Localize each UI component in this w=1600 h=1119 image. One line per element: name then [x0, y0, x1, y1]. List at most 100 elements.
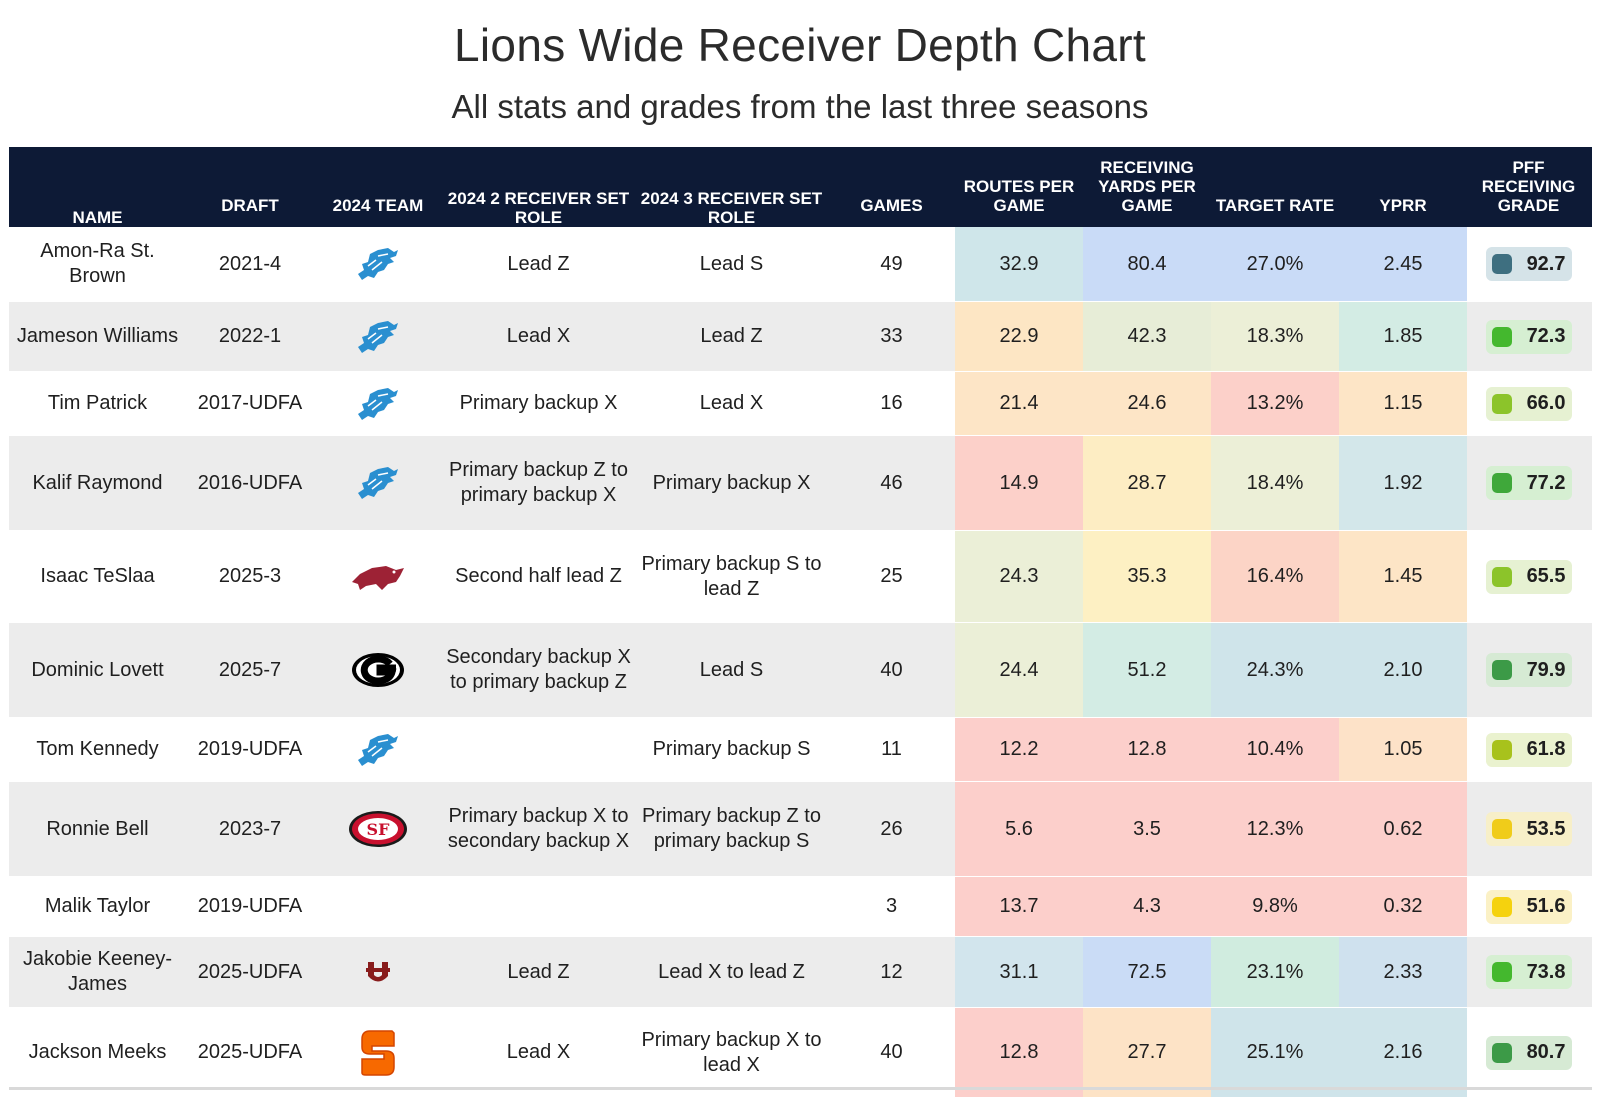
target-value: 24.3% [1211, 623, 1339, 717]
table-body: Amon-Ra St. Brown 2021-4 Lead Z Lead S 49 32.… [9, 227, 1592, 1098]
player-name: Malik Taylor [44, 895, 151, 917]
table-bottom-border [9, 1087, 1592, 1090]
yards-value: 12.8 [1083, 718, 1211, 781]
yprr-value: 0.32 [1339, 877, 1467, 936]
team-cell [314, 877, 442, 936]
team-cell [314, 937, 442, 1007]
role-3wr: Lead Z [700, 325, 763, 347]
target-value: 25.1% [1211, 1008, 1339, 1097]
table-row: Kalif Raymond 2016-UDFA Primary backup Z t… [9, 436, 1592, 531]
team-cell [314, 436, 442, 530]
target-value: 9.8% [1211, 877, 1339, 936]
lions-logo-icon [348, 307, 408, 367]
grade-color-swatch [1491, 896, 1512, 917]
yards-value: 51.2 [1083, 623, 1211, 717]
draft-value: 2022-1 [218, 325, 282, 347]
grade-value: 61.8 [1526, 738, 1566, 760]
syracuse-s-icon [348, 1023, 408, 1083]
grade-value: 77.2 [1526, 471, 1566, 494]
player-name: Ronnie Bell [46, 817, 149, 840]
grade-color-swatch [1491, 1042, 1512, 1063]
yprr-value: 1.15 [1339, 372, 1467, 435]
grade-value: 51.6 [1526, 895, 1566, 917]
yprr-value: 2.16 [1339, 1008, 1467, 1097]
games-value: 16 [880, 392, 903, 414]
grade-badge: 80.7 [1485, 1035, 1572, 1070]
routes-value: 13.7 [955, 877, 1083, 936]
role-2wr: Secondary backup X to primary backup Z [446, 646, 631, 693]
target-value: 18.3% [1211, 302, 1339, 371]
grade-color-swatch [1491, 566, 1512, 587]
draft-value: 2017-UDFA [197, 392, 303, 414]
header-grade: PFF RECEIVING GRADE [1481, 158, 1576, 215]
role-3wr: Lead S [699, 252, 764, 275]
grade-color-swatch [1491, 326, 1512, 347]
yards-value: 28.7 [1083, 436, 1211, 530]
target-value: 23.1% [1211, 937, 1339, 1007]
lions-logo-icon [348, 374, 408, 434]
grade-cell: 72.3 [1467, 302, 1590, 371]
routes-value: 14.9 [955, 436, 1083, 530]
grade-color-swatch [1491, 962, 1512, 982]
role-2wr: Lead X [506, 1041, 571, 1063]
yprr-value: 1.92 [1339, 436, 1467, 530]
team-cell [314, 623, 442, 717]
grade-value: 72.3 [1526, 325, 1566, 347]
table-row: Dominic Lovett 2025-7 Secondary backup X t… [9, 623, 1592, 718]
draft-value: 2025-3 [218, 565, 282, 587]
role-2wr: Lead X [506, 325, 571, 347]
role-3wr: Lead X [699, 392, 764, 414]
player-name: Tom Kennedy [36, 738, 159, 760]
yards-value: 35.3 [1083, 531, 1211, 622]
role-2wr [442, 718, 635, 781]
team-cell [314, 1008, 442, 1097]
lions-logo-icon [348, 234, 408, 294]
grade-cell: 73.8 [1467, 937, 1590, 1007]
yards-value: 72.5 [1083, 937, 1211, 1007]
role-3wr: Primary backup S [652, 738, 811, 760]
draft-value: 2025-UDFA [197, 1041, 303, 1063]
games-value: 49 [880, 252, 903, 275]
grade-value: 92.7 [1526, 252, 1566, 275]
page-title: Lions Wide Receiver Depth Chart [454, 19, 1146, 71]
draft-value: 2025-UDFA [197, 960, 303, 983]
role-2wr: Lead Z [507, 252, 570, 275]
games-value: 40 [880, 658, 903, 681]
depth-chart-table: NAME DRAFT 2024 TEAM 2024 2 RECEIVER SET… [9, 147, 1592, 1098]
grade-value: 79.9 [1526, 658, 1566, 681]
player-name: Jakobie Keeney-James [23, 948, 172, 995]
grade-badge: 61.8 [1485, 732, 1572, 767]
grade-cell: 61.8 [1467, 718, 1590, 781]
grade-color-swatch [1491, 739, 1512, 760]
target-value: 12.3% [1211, 782, 1339, 876]
yprr-value: 2.10 [1339, 623, 1467, 717]
routes-value: 24.4 [955, 623, 1083, 717]
grade-badge: 65.5 [1485, 559, 1572, 594]
games-value: 46 [880, 471, 903, 494]
grade-badge: 77.2 [1485, 466, 1572, 500]
yards-value: 42.3 [1083, 302, 1211, 371]
table-row: Malik Taylor 2019-UDFA 3 13.7 4.3 9.8% 0.32 51.… [9, 877, 1592, 937]
player-name: Jackson Meeks [28, 1041, 167, 1063]
player-name: Jameson Williams [16, 325, 179, 347]
role-2wr [442, 877, 635, 936]
target-value: 13.2% [1211, 372, 1339, 435]
draft-value: 2023-7 [218, 817, 282, 840]
draft-value: 2021-4 [218, 252, 282, 275]
arkansas-razorback-icon [348, 547, 408, 607]
routes-value: 22.9 [955, 302, 1083, 371]
games-value: 25 [880, 565, 903, 587]
role-3wr [635, 877, 828, 936]
routes-value: 32.9 [955, 227, 1083, 301]
header-yprr: YPRR [1379, 196, 1427, 215]
target-value: 27.0% [1211, 227, 1339, 301]
table-row: Amon-Ra St. Brown 2021-4 Lead Z Lead S 49 32.… [9, 227, 1592, 302]
role-3wr: Lead X to lead Z [658, 960, 805, 983]
table-row: Jackson Meeks 2025-UDFA Lead X Primary back… [9, 1008, 1592, 1098]
yards-value: 24.6 [1083, 372, 1211, 435]
role-2wr: Lead Z [507, 960, 570, 983]
player-name: Kalif Raymond [32, 471, 163, 494]
grade-cell: 92.7 [1467, 227, 1590, 301]
player-name: Dominic Lovett [31, 658, 164, 681]
header-team: 2024 TEAM [332, 196, 424, 215]
